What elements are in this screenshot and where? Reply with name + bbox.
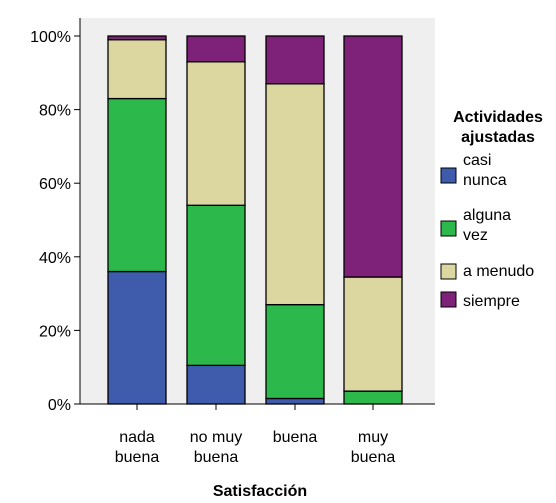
legend-title-line: Actividades (453, 109, 543, 126)
y-tick-label: 60% (39, 176, 71, 193)
bar-segment-3-1 (265, 397, 325, 405)
x-axis-title: Satisfacción (213, 483, 307, 500)
x-tick-label-line: buena (273, 429, 318, 446)
legend-label-line: nunca (463, 172, 507, 189)
legend-label: siempre (463, 293, 520, 310)
bar-segment-4-3 (343, 276, 403, 392)
y-tick-label: 20% (39, 323, 71, 340)
y-tick-label: 100% (30, 29, 71, 46)
legend-swatch (440, 167, 457, 184)
bar-segment-4-2 (343, 390, 403, 405)
x-tick-label-line: buena (194, 449, 239, 466)
bar-segment-2-3 (186, 61, 246, 206)
bar-segment-3-3 (265, 83, 325, 306)
legend-label-line: alguna (463, 207, 511, 224)
bar-segment-1-4 (107, 35, 167, 41)
bar-segment-1-1 (107, 270, 167, 405)
y-axis: 0% 20% 40% 60% 80% 100% (30, 18, 81, 414)
bar-segment-1-3 (107, 39, 167, 100)
y-tick-label: 0% (48, 397, 71, 414)
x-tick-label-line: buena (351, 449, 396, 466)
legend-label-line: siempre (463, 293, 520, 310)
bar-segment-4-4 (343, 35, 403, 278)
legend-label-line: a menudo (463, 263, 534, 280)
x-tick-label: nada buena (115, 429, 160, 466)
legend: Actividades ajustadas casi nunca alguna vez a … (440, 109, 543, 310)
legend-swatch (440, 291, 457, 308)
bar-segment-2-1 (186, 364, 246, 405)
bar-segment-3-4 (265, 35, 325, 85)
x-axis: nada buena no muy buena buena muy buena (80, 403, 435, 466)
x-tick-label: no muy buena (190, 429, 242, 466)
legend-label: a menudo (463, 263, 534, 280)
x-tick-label-line: buena (115, 449, 160, 466)
bar-segment-3-2 (265, 303, 325, 400)
x-tick-label-line: nada (119, 429, 155, 446)
legend-swatch (440, 220, 457, 237)
bar-segment-2-2 (186, 204, 246, 367)
x-tick-label-line: muy (358, 429, 388, 446)
legend-label: alguna vez (463, 207, 511, 244)
legend-label-line: casi (463, 152, 491, 169)
legend-label-line: vez (463, 227, 488, 244)
x-tick-label: muy buena (351, 429, 396, 466)
bar-segment-2-4 (186, 35, 246, 63)
legend-title: Actividades ajustadas (453, 109, 543, 146)
legend-label: casi nunca (463, 152, 507, 189)
bars-group (107, 35, 403, 405)
x-tick-label: buena (273, 429, 318, 446)
legend-title-line: ajustadas (461, 129, 535, 146)
y-tick-label: 40% (39, 250, 71, 267)
y-tick-label: 80% (39, 103, 71, 120)
legend-swatch (440, 263, 457, 280)
bar-segment-1-2 (107, 97, 167, 273)
x-tick-label-line: no muy (190, 429, 242, 446)
